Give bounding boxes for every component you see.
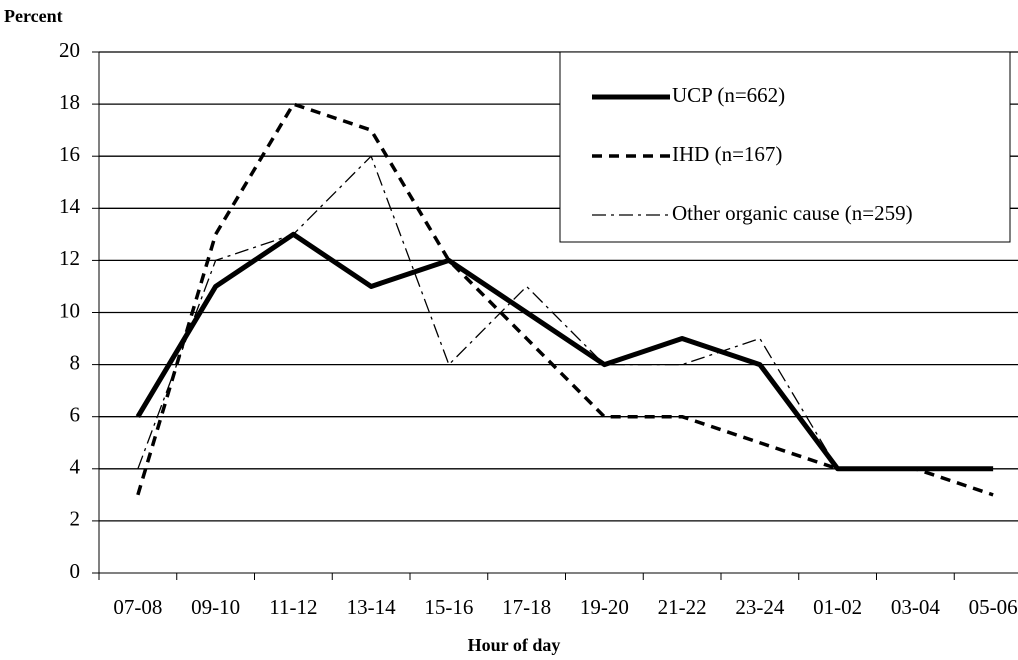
x-tick-label: 13-14 [347, 595, 396, 619]
legend-label: Other organic cause (n=259) [672, 201, 913, 225]
x-tick-label: 05-06 [969, 595, 1018, 619]
series-line [135, 231, 994, 472]
x-tick-label: 01-02 [813, 595, 862, 619]
y-tick-label: 8 [70, 350, 81, 374]
legend-label: UCP (n=662) [672, 83, 785, 107]
series-line [137, 155, 994, 470]
y-tick-label: 10 [59, 298, 80, 322]
x-axis-label: Hour of day [468, 635, 561, 655]
x-tick-label: 09-10 [191, 595, 240, 619]
series-line [136, 102, 994, 497]
x-tick-label: 21-22 [658, 595, 707, 619]
x-tick-label: 07-08 [113, 595, 162, 619]
y-tick-label: 12 [59, 246, 80, 270]
x-tick-label: 11-12 [269, 595, 317, 619]
y-tick-label: 20 [59, 38, 80, 62]
legend-box [559, 51, 1011, 243]
y-tick-label: 16 [59, 142, 80, 166]
y-tick-label: 6 [70, 403, 81, 427]
legend-label: IHD (n=167) [672, 142, 782, 166]
y-tick-label: 14 [59, 194, 81, 218]
x-tick-label: 23-24 [735, 595, 784, 619]
y-tick-label: 0 [70, 559, 81, 583]
y-tick-label: 18 [59, 90, 80, 114]
y-tick-label: 4 [70, 455, 81, 479]
x-tick-label: 19-20 [580, 595, 629, 619]
x-tick-label: 03-04 [891, 595, 940, 619]
y-tick-label: 2 [70, 507, 81, 531]
x-tick-label: 15-16 [424, 595, 473, 619]
y-axis-label: Percent [4, 6, 63, 26]
x-tick-label: 17-18 [502, 595, 551, 619]
